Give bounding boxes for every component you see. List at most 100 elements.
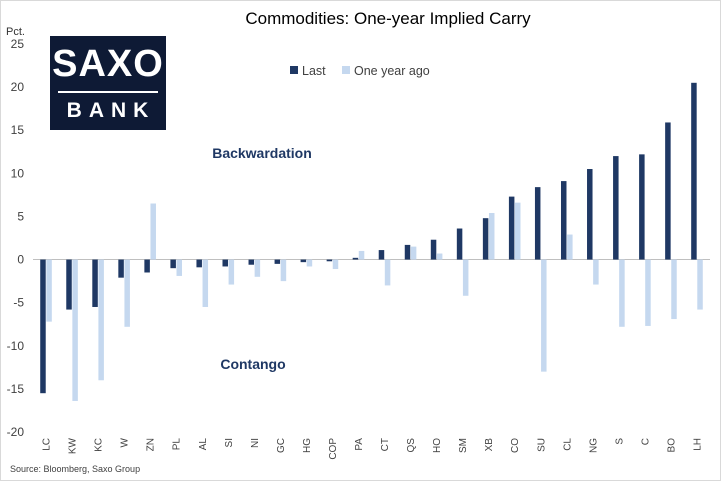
bar-one-year-ago-qs: [410, 246, 417, 260]
y-tick-label: -20: [7, 425, 25, 439]
x-tick-label: KW: [68, 437, 79, 454]
x-tick-label: HO: [432, 438, 443, 453]
bar-last-si: [222, 259, 228, 267]
y-axis-label: Pct.: [6, 26, 25, 38]
bar-one-year-ago-c: [645, 259, 651, 326]
bar-one-year-ago-co: [515, 202, 521, 260]
logo-word-saxo: SAXO: [52, 43, 164, 85]
legend-swatch-one-year-ago: [342, 66, 350, 74]
bar-last-sm: [456, 228, 463, 260]
bar-one-year-ago-pl: [176, 259, 183, 276]
x-tick-label: HG: [302, 438, 313, 453]
x-tick-label: W: [120, 437, 131, 447]
x-tick-label: KC: [94, 438, 105, 452]
annotation-backwardation: Backwardation: [212, 145, 312, 161]
bar-one-year-ago-hg: [306, 259, 313, 267]
x-tick-label: CT: [380, 438, 391, 451]
bar-last-ct: [378, 250, 385, 260]
x-tick-label: C: [640, 438, 651, 445]
y-tick-label: 0: [17, 253, 24, 267]
x-tick-label: BO: [666, 438, 677, 453]
x-tick-label: S: [614, 438, 625, 445]
bar-one-year-ago-ni: [254, 259, 261, 277]
y-tick-label: 5: [17, 209, 24, 223]
y-axis-ticks: -20 -15 -10 -5 0 5 10 15 20 25: [7, 37, 25, 439]
bar-last-kc: [92, 259, 98, 307]
x-tick-label: AL: [198, 438, 209, 451]
y-tick-label: 10: [11, 166, 25, 180]
bar-one-year-ago-gc: [280, 259, 287, 282]
bar-last-pa: [352, 257, 359, 260]
bars-group: [40, 82, 703, 401]
source-note: Source: Bloomberg, Saxo Group: [10, 464, 140, 474]
x-tick-label: SI: [224, 438, 235, 447]
bar-last-xb: [482, 218, 489, 260]
bar-one-year-ago-s: [619, 259, 625, 327]
bar-one-year-ago-kw: [72, 259, 78, 401]
chart-title: Commodities: One-year Implied Carry: [245, 9, 531, 28]
bar-last-bo: [665, 122, 671, 260]
bar-last-ho: [430, 239, 437, 260]
bar-one-year-ago-pa: [358, 250, 365, 260]
logo-word-bank: BANK: [66, 99, 156, 122]
x-tick-label: NI: [250, 438, 261, 448]
x-tick-label: PA: [354, 438, 365, 451]
bar-one-year-ago-bo: [671, 259, 677, 320]
bar-last-co: [508, 196, 515, 260]
bar-one-year-ago-w: [124, 259, 130, 327]
x-tick-label: SU: [536, 438, 547, 452]
legend-swatch-last: [290, 66, 298, 74]
logo-divider: [58, 91, 158, 93]
bar-last-kw: [66, 259, 72, 310]
bar-one-year-ago-xb: [488, 213, 495, 260]
bar-last-pl: [170, 259, 176, 269]
annotation-contango: Contango: [220, 356, 285, 372]
x-tick-label: CO: [510, 438, 521, 453]
y-tick-label: -5: [13, 296, 24, 310]
x-tick-label: LH: [692, 438, 703, 451]
y-tick-label: 20: [11, 80, 25, 94]
bar-last-cop: [326, 259, 333, 262]
bar-one-year-ago-sm: [462, 259, 469, 296]
bar-last-gc: [274, 259, 281, 264]
x-tick-label: CL: [562, 438, 573, 451]
x-tick-label: ZN: [146, 438, 157, 451]
x-tick-label: XB: [484, 438, 495, 452]
y-tick-label: -15: [7, 382, 25, 396]
y-tick-label: -10: [7, 339, 25, 353]
bar-last-zn: [144, 259, 150, 273]
bar-one-year-ago-si: [228, 259, 235, 285]
bar-one-year-ago-cop: [332, 259, 339, 270]
bar-one-year-ago-kc: [98, 259, 104, 381]
bar-last-hg: [300, 259, 307, 263]
bar-one-year-ago-cl: [567, 234, 573, 260]
bar-last-cl: [560, 181, 567, 260]
bar-one-year-ago-su: [541, 259, 547, 372]
bar-one-year-ago-ng: [593, 259, 599, 285]
legend: Last One year ago: [290, 64, 430, 78]
y-tick-label: 25: [11, 37, 25, 51]
x-tick-label: LC: [42, 438, 53, 451]
bar-last-w: [118, 259, 124, 278]
x-tick-label: PL: [172, 438, 183, 451]
bar-one-year-ago-zn: [150, 203, 156, 260]
bar-last-ng: [587, 169, 593, 260]
bar-one-year-ago-lh: [697, 259, 703, 310]
bar-last-qs: [404, 244, 411, 260]
x-tick-label: SM: [458, 438, 469, 453]
bar-one-year-ago-ct: [384, 259, 391, 286]
x-tick-label: NG: [588, 438, 599, 453]
bar-one-year-ago-al: [202, 259, 209, 307]
x-tick-label: COP: [328, 438, 339, 460]
bar-last-lc: [40, 259, 46, 394]
bar-last-ni: [248, 259, 255, 265]
x-axis-ticks: LC KW KC W ZN PL AL SI NI GC HG COP PA CT QS HO SM XB CO SU…: [42, 437, 704, 459]
bar-one-year-ago-lc: [46, 259, 52, 322]
bar-last-c: [639, 154, 645, 260]
y-tick-label: 15: [11, 123, 25, 137]
bar-last-s: [613, 156, 619, 260]
bar-last-al: [196, 259, 202, 268]
bar-one-year-ago-ho: [436, 253, 443, 260]
saxo-bank-logo: SAXO BANK: [50, 36, 166, 130]
